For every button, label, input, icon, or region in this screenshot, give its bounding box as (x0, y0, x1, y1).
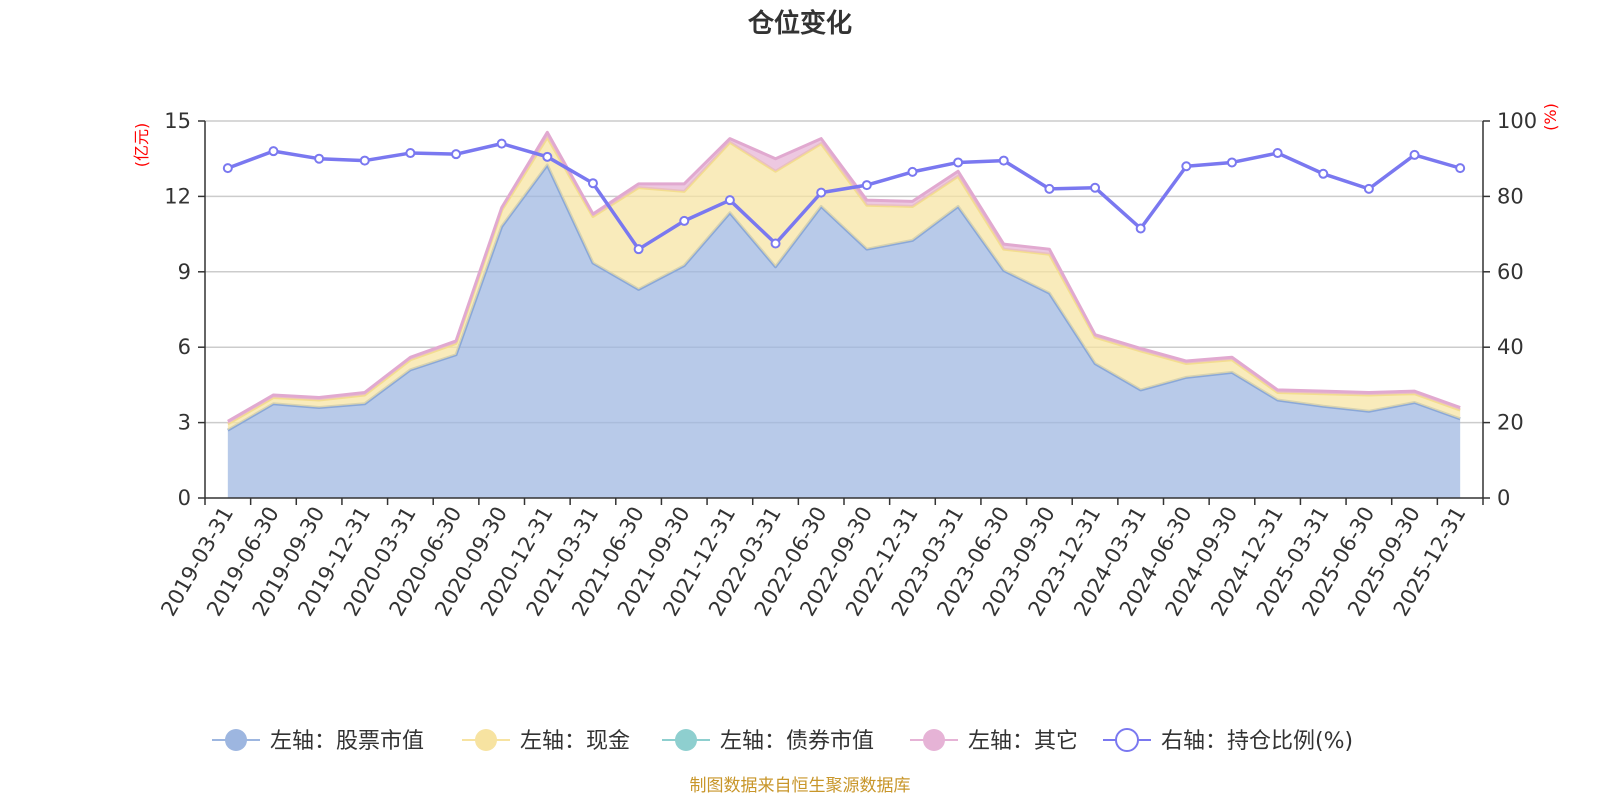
legend: 左轴：股票市值 左轴：现金 左轴：债券市值 左轴：其它 右轴：持仓比例(%) (212, 728, 1353, 754)
ratio-point (907, 166, 918, 177)
right-axis-tick-label: 60 (1497, 260, 1524, 284)
left-axis-tick-label: 12 (164, 184, 191, 208)
ratio-point (816, 187, 827, 198)
data-source-note: 制图数据来自恒生聚源数据库 (690, 776, 911, 796)
chart-title: 仓位变化 (747, 8, 852, 39)
ratio-point (1044, 183, 1055, 194)
ratio-point (633, 244, 644, 255)
right-axis-tick-label: 100 (1497, 109, 1537, 133)
ratio-point (861, 180, 872, 191)
right-axis-tick-label: 20 (1497, 411, 1524, 435)
legend-marker (475, 729, 497, 751)
ratio-line-series (222, 138, 1466, 255)
right-axis-tick-label: 0 (1497, 486, 1510, 510)
ratio-point (1455, 163, 1466, 174)
legend-label: 左轴：其它 (968, 729, 1078, 754)
left-axis-tick-label: 3 (178, 411, 191, 435)
legend-marker (675, 729, 697, 751)
ratio-point (998, 155, 1009, 166)
left-axis-tick-label: 15 (164, 109, 191, 133)
ratio-point (1409, 149, 1420, 160)
ratio-point (1090, 182, 1101, 193)
ratio-point (496, 138, 507, 149)
ratio-point (222, 163, 233, 174)
area-series (227, 130, 1461, 498)
left-axis-unit: (亿元) (132, 123, 151, 168)
legend-marker (225, 729, 247, 751)
ratio-point (1318, 168, 1329, 179)
ratio-point (314, 153, 325, 164)
ratio-point (1272, 148, 1283, 159)
ratio-line (227, 141, 1461, 251)
ratio-point (770, 238, 781, 249)
legend-label: 左轴：股票市值 (270, 729, 424, 754)
ratio-point (451, 149, 462, 160)
ratio-point (542, 151, 553, 162)
ratio-point (953, 157, 964, 168)
legend-marker (1115, 728, 1139, 752)
legend-label: 左轴：债券市值 (720, 729, 874, 754)
area-fill-series-1 (227, 137, 1461, 431)
area-edge-series-3 (227, 130, 1461, 423)
ratio-point (1181, 161, 1192, 172)
ratio-point (268, 146, 279, 157)
legend-label: 左轴：现金 (520, 729, 630, 754)
ratio-point (724, 195, 735, 206)
left-axis-tick-label: 9 (178, 260, 191, 284)
left-axis-tick-label: 6 (178, 335, 191, 359)
ratio-point (587, 178, 598, 189)
legend-label: 右轴：持仓比例(%) (1161, 729, 1353, 754)
right-axis-unit: (%) (1541, 103, 1560, 131)
ratio-point (679, 215, 690, 226)
ratio-point (1363, 183, 1374, 194)
right-axis-tick-label: 80 (1497, 184, 1524, 208)
right-axis-tick-label: 40 (1497, 335, 1524, 359)
legend-marker (923, 729, 945, 751)
ratio-point (359, 155, 370, 166)
area-fill-series-0 (227, 164, 1461, 498)
ratio-point (405, 148, 416, 159)
ratio-point (1226, 157, 1237, 168)
ratio-point (1135, 223, 1146, 234)
left-axis-tick-label: 0 (178, 486, 191, 510)
